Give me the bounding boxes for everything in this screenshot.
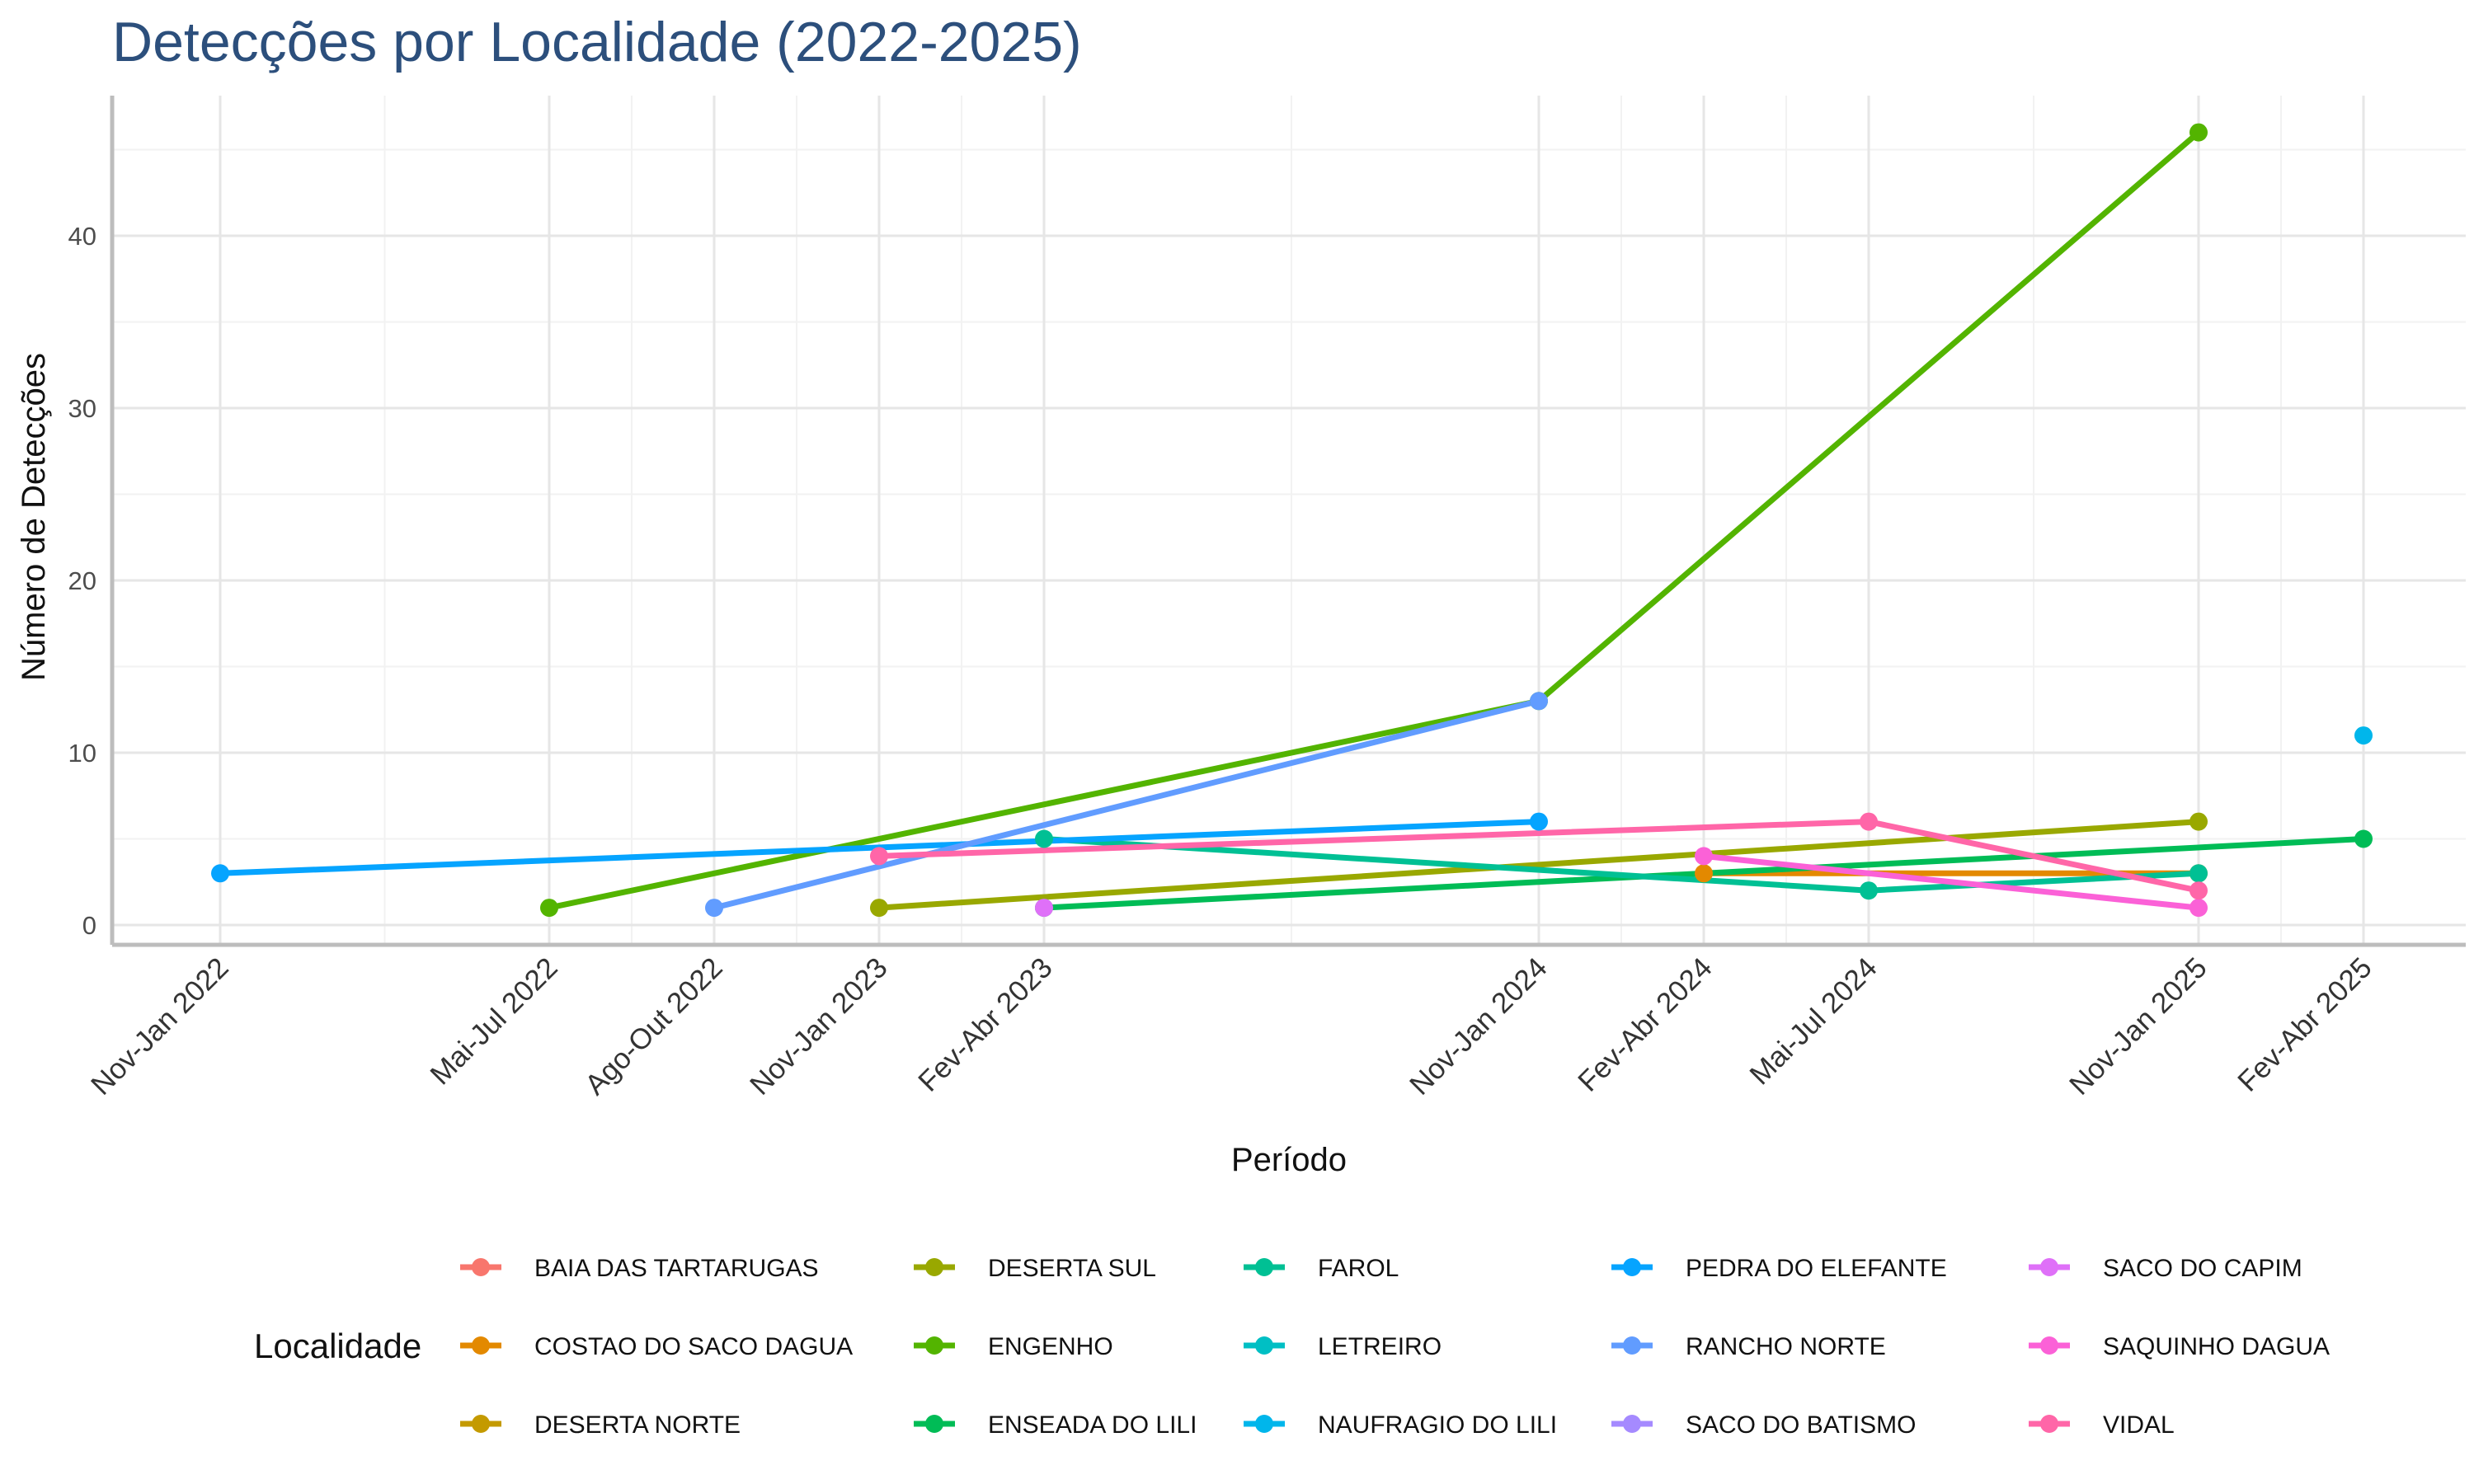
x-tick-label: Nov-Jan 2025 xyxy=(2063,951,2213,1101)
data-point-naufragio-do-lili xyxy=(2354,726,2373,745)
legend-key-point xyxy=(1623,1415,1641,1433)
data-point-saquinho-dagua xyxy=(2189,899,2208,918)
x-tick-label: Mai-Jul 2022 xyxy=(424,951,563,1091)
legend-key-point xyxy=(925,1336,943,1355)
data-point-saco-do-capim xyxy=(1035,899,1053,918)
legend-label: ENGENHO xyxy=(988,1333,1113,1360)
data-point-costao-do-saco-dagua xyxy=(1695,864,1713,883)
x-tick-label: Nov-Jan 2024 xyxy=(1404,951,1554,1101)
legend-key-point xyxy=(1255,1336,1273,1355)
x-tick-labels: Nov-Jan 2022 Mai-Jul 2022 Ago-Out 2022 Nov-… xyxy=(85,951,2378,1101)
x-axis-title: Período xyxy=(1231,1142,1347,1178)
y-tick-label: 40 xyxy=(68,222,96,251)
legend-item-saco-do-capim: SACO DO CAPIM xyxy=(2029,1255,2302,1282)
y-tick-label: 20 xyxy=(68,566,96,595)
legend-key-point xyxy=(1255,1258,1273,1276)
legend-key-point xyxy=(2040,1336,2058,1355)
data-point-rancho-norte xyxy=(705,899,723,918)
data-point-saquinho-dagua xyxy=(1695,847,1713,866)
legend-label: SACO DO BATISMO xyxy=(1686,1411,1916,1439)
legend-key-point xyxy=(2040,1415,2058,1433)
legend-label: COSTAO DO SACO DAGUA xyxy=(534,1333,853,1360)
legend-key-point xyxy=(472,1415,490,1433)
x-tick-label: Fev-Abr 2024 xyxy=(1572,951,1719,1098)
legend-item-enseada-do-lili: ENSEADA DO LILI xyxy=(914,1411,1197,1439)
legend-label: DESERTA NORTE xyxy=(534,1411,741,1439)
data-point-rancho-norte xyxy=(1530,692,1548,711)
legend-key-point xyxy=(472,1258,490,1276)
legend-items: BAIA DAS TARTARUGAS COSTAO DO SACO DAGUA D… xyxy=(460,1255,2330,1439)
legend-item-letreiro: LETREIRO xyxy=(1244,1333,1442,1360)
series-line-saquinho-dagua xyxy=(1703,852,2199,911)
x-tick-label: Nov-Jan 2022 xyxy=(85,951,235,1101)
y-tick-label: 30 xyxy=(68,394,96,423)
legend-label: LETREIRO xyxy=(1318,1333,1442,1360)
legend-label: VIDAL xyxy=(2103,1411,2175,1439)
series-line-rancho-norte xyxy=(713,697,1540,911)
legend-label: NAUFRAGIO DO LILI xyxy=(1318,1411,1557,1439)
data-point-deserta-sul xyxy=(2189,812,2208,831)
legend-item-vidal: VIDAL xyxy=(2029,1411,2175,1439)
x-tick-label: Fev-Abr 2023 xyxy=(912,951,1059,1098)
data-point-vidal xyxy=(870,847,888,866)
legend-key-point xyxy=(1623,1258,1641,1276)
legend-key-point xyxy=(1623,1336,1641,1355)
legend-key-point xyxy=(925,1415,943,1433)
data-point-engenho xyxy=(540,899,558,918)
legend-label: ENSEADA DO LILI xyxy=(988,1411,1197,1439)
legend-item-deserta-norte: DESERTA NORTE xyxy=(460,1411,741,1439)
legend-item-rancho-norte: RANCHO NORTE xyxy=(1611,1333,1886,1360)
legend-label: PEDRA DO ELEFANTE xyxy=(1686,1255,1947,1282)
legend-item-pedra-do-elefante: PEDRA DO ELEFANTE xyxy=(1611,1255,1947,1282)
legend-item-farol: FAROL xyxy=(1244,1255,1399,1282)
legend-label: FAROL xyxy=(1318,1255,1399,1282)
data-point-pedra-do-elefante xyxy=(211,864,229,883)
y-axis-title: Número de Detecções xyxy=(16,353,52,681)
grid xyxy=(112,96,2466,945)
legend-item-engenho: ENGENHO xyxy=(914,1333,1113,1360)
legend-item-baia-das-tartarugas: BAIA DAS TARTARUGAS xyxy=(460,1255,819,1282)
legend-title: Localidade xyxy=(254,1327,421,1365)
chart-title: Detecções por Localidade (2022-2025) xyxy=(112,11,1082,73)
x-tick-label: Nov-Jan 2023 xyxy=(744,951,894,1101)
legend-key-point xyxy=(472,1336,490,1355)
data-point-deserta-sul xyxy=(870,899,888,918)
y-tick-label: 0 xyxy=(82,911,96,940)
data-point-farol xyxy=(1035,829,1053,848)
data-point-enseada-do-lili xyxy=(2354,829,2373,848)
series-line-deserta-sul xyxy=(878,819,2199,911)
legend-item-naufragio-do-lili: NAUFRAGIO DO LILI xyxy=(1244,1411,1557,1439)
data-point-engenho xyxy=(2189,123,2208,142)
legend-item-costao-do-saco-dagua: COSTAO DO SACO DAGUA xyxy=(460,1333,853,1360)
legend-key-point xyxy=(925,1258,943,1276)
series-points xyxy=(211,123,2373,918)
legend: Localidade BAIA DAS TARTARUGAS COSTAO DO … xyxy=(254,1255,2330,1439)
y-tick-label: 10 xyxy=(68,739,96,768)
axes xyxy=(110,96,2466,947)
x-tick-label: Mai-Jul 2024 xyxy=(1743,951,1883,1091)
data-point-farol xyxy=(2189,864,2208,883)
x-tick-label: Fev-Abr 2025 xyxy=(2232,951,2378,1098)
legend-label: RANCHO NORTE xyxy=(1686,1333,1886,1360)
data-point-vidal xyxy=(1860,812,1878,831)
x-tick-label: Ago-Out 2022 xyxy=(579,951,729,1101)
legend-label: SAQUINHO DAGUA xyxy=(2103,1333,2330,1360)
legend-item-deserta-sul: DESERTA SUL xyxy=(914,1255,1156,1282)
legend-key-point xyxy=(1255,1415,1273,1433)
legend-key-point xyxy=(2040,1258,2058,1276)
legend-label: DESERTA SUL xyxy=(988,1255,1156,1282)
legend-item-saquinho-dagua: SAQUINHO DAGUA xyxy=(2029,1333,2330,1360)
legend-label: BAIA DAS TARTARUGAS xyxy=(534,1255,819,1282)
data-point-farol xyxy=(1860,881,1878,900)
y-tick-labels: 0 10 20 30 40 xyxy=(68,222,96,940)
legend-label: SACO DO CAPIM xyxy=(2103,1255,2302,1282)
data-point-vidal xyxy=(2189,881,2208,900)
data-point-pedra-do-elefante xyxy=(1530,812,1548,831)
legend-item-saco-do-batismo: SACO DO BATISMO xyxy=(1611,1411,1916,1439)
